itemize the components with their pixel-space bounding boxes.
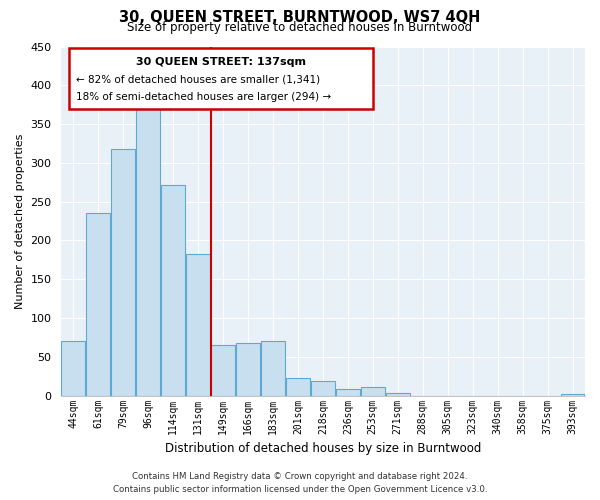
Bar [186,254,210,396]
Bar [86,214,110,396]
Bar [286,378,310,396]
Bar [236,343,260,396]
Bar [111,149,135,396]
Bar [311,381,335,396]
Bar [261,342,285,396]
Text: 18% of semi-detached houses are larger (294) →: 18% of semi-detached houses are larger (… [76,92,332,102]
Text: Contains HM Land Registry data © Crown copyright and database right 2024.
Contai: Contains HM Land Registry data © Crown c… [113,472,487,494]
Bar [386,394,410,396]
Bar [61,342,85,396]
Bar [211,345,235,396]
Text: 30 QUEEN STREET: 137sqm: 30 QUEEN STREET: 137sqm [136,57,305,67]
X-axis label: Distribution of detached houses by size in Burntwood: Distribution of detached houses by size … [164,442,481,455]
Text: Size of property relative to detached houses in Burntwood: Size of property relative to detached ho… [127,21,473,34]
Text: ← 82% of detached houses are smaller (1,341): ← 82% of detached houses are smaller (1,… [76,74,320,85]
Bar [361,387,385,396]
Bar [336,390,359,396]
Bar [161,184,185,396]
Bar [136,108,160,396]
FancyBboxPatch shape [68,48,373,110]
Y-axis label: Number of detached properties: Number of detached properties [15,134,25,309]
Bar [560,394,584,396]
Text: 30, QUEEN STREET, BURNTWOOD, WS7 4QH: 30, QUEEN STREET, BURNTWOOD, WS7 4QH [119,10,481,25]
